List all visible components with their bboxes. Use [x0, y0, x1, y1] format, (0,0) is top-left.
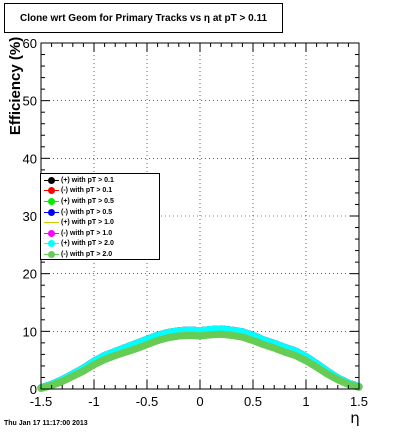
x-tick-label: 0.5 [244, 394, 262, 409]
x-tick-label: -0.5 [136, 394, 158, 409]
legend-entry: (-) with pT > 0.1 [41, 186, 159, 197]
series-layer [37, 325, 363, 393]
legend-label: (+) with pT > 0.5 [61, 197, 114, 205]
x-tick-label: 0 [196, 394, 203, 409]
x-tick-label: -1 [88, 394, 100, 409]
y-tick-label: 60 [23, 36, 37, 51]
legend-marker [41, 229, 61, 238]
legend-marker [41, 250, 61, 259]
legend-entry: (+) with pT > 1.0 [41, 217, 159, 228]
x-tick-label: 1.5 [350, 394, 368, 409]
legend-label: (+) with pT > 1.0 [61, 219, 114, 227]
legend-marker [41, 239, 61, 248]
legend-marker [41, 208, 61, 217]
x-tick-label: 1 [302, 394, 309, 409]
legend-entry: (+) with pT > 0.5 [41, 196, 159, 207]
y-tick-label: 20 [23, 267, 37, 282]
legend-entry: (-) with pT > 0.5 [41, 207, 159, 218]
x-tick-label: -1.5 [30, 394, 52, 409]
legend-entry: (-) with pT > 1.0 [41, 228, 159, 239]
legend-marker [41, 186, 61, 195]
legend: (+) with pT > 0.1 (-) with pT > 0.1 (+) wi… [40, 173, 160, 260]
legend-marker [41, 218, 61, 227]
legend-label: (+) with pT > 2.0 [61, 240, 114, 248]
y-tick-label: 40 [23, 151, 37, 166]
chart-title-text: Clone wrt Geom for Primary Tracks vs η a… [19, 12, 268, 24]
y-tick-label: 0 [30, 382, 37, 397]
y-tick-label: 30 [23, 209, 37, 224]
legend-entry: (+) with pT > 2.0 [41, 239, 159, 250]
x-axis-label: η [350, 409, 360, 427]
legend-marker [41, 197, 61, 206]
legend-marker [41, 176, 61, 185]
y-axis-label: Efficiency (%) [7, 37, 24, 135]
series-8 [37, 330, 363, 393]
legend-label: (-) with pT > 2.0 [61, 250, 113, 258]
legend-entry: (-) with pT > 2.0 [41, 249, 159, 260]
y-tick-label: 10 [23, 324, 37, 339]
timestamp-footer: Thu Jan 17 11:17:00 2013 [4, 420, 88, 427]
axis-ticks [40, 42, 360, 390]
tick-labels: -1.5 -1 -0.5 0 0.5 1 1.5 0 10 20 30 40 50 60 [23, 36, 369, 409]
legend-entry: (+) with pT > 0.1 [41, 175, 159, 186]
legend-label: (-) with pT > 0.1 [61, 187, 113, 195]
y-tick-label: 50 [23, 94, 37, 109]
legend-label: (+) with pT > 0.1 [61, 176, 114, 184]
chart-title: Clone wrt Geom for Primary Tracks vs η a… [4, 3, 283, 33]
legend-label: (-) with pT > 0.5 [61, 208, 113, 216]
legend-label: (-) with pT > 1.0 [61, 229, 113, 237]
